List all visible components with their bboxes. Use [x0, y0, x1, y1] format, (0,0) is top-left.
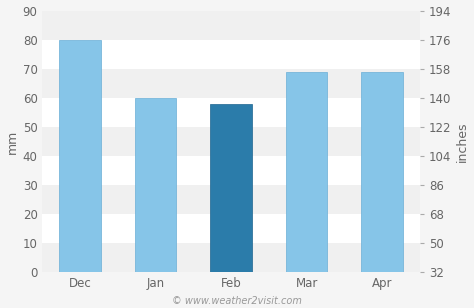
Y-axis label: mm: mm	[6, 129, 18, 153]
Bar	[43, 98, 420, 127]
Bar	[210, 103, 252, 272]
Bar	[43, 243, 420, 272]
Bar	[361, 72, 403, 272]
Bar	[135, 98, 176, 272]
Bar	[43, 185, 420, 214]
Text: © www.weather2visit.com: © www.weather2visit.com	[172, 297, 302, 306]
Bar	[43, 40, 420, 69]
Bar	[43, 127, 420, 156]
Bar	[286, 72, 328, 272]
Bar	[43, 69, 420, 98]
Y-axis label: inches: inches	[456, 121, 468, 162]
Bar	[43, 156, 420, 185]
Bar	[59, 40, 101, 272]
Bar	[43, 214, 420, 243]
Bar	[43, 10, 420, 40]
